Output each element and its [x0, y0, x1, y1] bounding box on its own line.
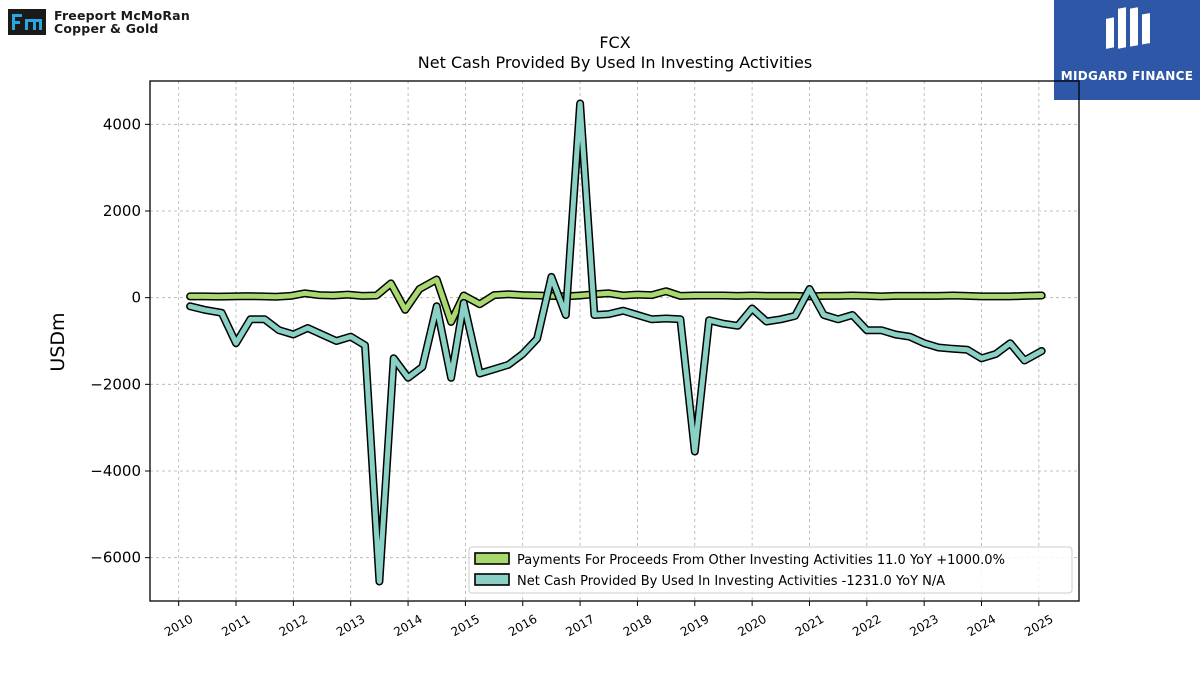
chart-subtitle: Net Cash Provided By Used In Investing A… — [418, 53, 812, 72]
x-tick-label: 2025 — [1022, 612, 1055, 639]
x-tick-label: 2014 — [391, 612, 424, 639]
y-tick-label: −2000 — [90, 375, 141, 393]
legend-swatch-series1 — [474, 552, 510, 565]
x-tick-label: 2021 — [793, 612, 826, 639]
y-tick-label: −4000 — [90, 462, 141, 480]
y-tick-label: 2000 — [103, 202, 141, 220]
plot-frame — [149, 80, 1080, 602]
legend-label-series1: Payments For Proceeds From Other Investi… — [517, 553, 1005, 568]
legend-swatch-series2 — [474, 573, 510, 586]
freeport-logo: Freeport McMoRan Copper & Gold — [8, 6, 218, 38]
y-tick-label: 4000 — [103, 115, 141, 133]
x-tick-label: 2013 — [334, 612, 367, 639]
legend-label-series2: Net Cash Provided By Used In Investing A… — [517, 574, 945, 589]
x-tick-label: 2018 — [621, 612, 654, 639]
brand-right-name: MIDGARD FINANCE — [1060, 69, 1194, 83]
y-ticks: −6000 −4000 −2000 0 2000 4000 — [90, 115, 150, 567]
y-tick-label: 0 — [131, 289, 141, 307]
y-tick-label: −6000 — [90, 549, 141, 567]
x-tick-label: 2012 — [277, 612, 310, 639]
brand-left-line1: Freeport McMoRan — [54, 8, 190, 23]
series-lines — [186, 99, 1046, 586]
series-1-line — [187, 277, 1045, 325]
fcx-logo-mark-icon — [8, 9, 46, 35]
legend: Payments For Proceeds From Other Investi… — [468, 546, 1073, 594]
x-tick-label: 2024 — [965, 612, 998, 639]
series-2-line — [187, 101, 1045, 584]
brand-left-line2: Copper & Gold — [54, 21, 159, 36]
x-tick-label: 2010 — [162, 612, 195, 639]
legend-box — [468, 546, 1073, 594]
x-tick-label: 2017 — [563, 612, 596, 639]
midgard-finance-logo: MIDGARD FINANCE — [1054, 0, 1200, 100]
x-tick-label: 2023 — [907, 612, 940, 639]
grid — [150, 81, 1079, 601]
series-2-outline — [186, 99, 1046, 586]
chart-title: FCX — [599, 33, 630, 52]
x-ticks: 2010 2011 2012 2013 2014 2015 2016 2017 2018 2019… — [162, 601, 1056, 639]
x-tick-label: 2015 — [449, 612, 482, 639]
midgard-logo-mark-icon — [1106, 7, 1150, 49]
x-tick-label: 2016 — [506, 612, 539, 639]
x-tick-label: 2020 — [735, 612, 768, 639]
x-tick-label: 2011 — [219, 612, 252, 639]
x-tick-label: 2022 — [850, 612, 883, 639]
y-axis-label: USDm — [47, 312, 69, 371]
x-tick-label: 2019 — [678, 612, 711, 639]
